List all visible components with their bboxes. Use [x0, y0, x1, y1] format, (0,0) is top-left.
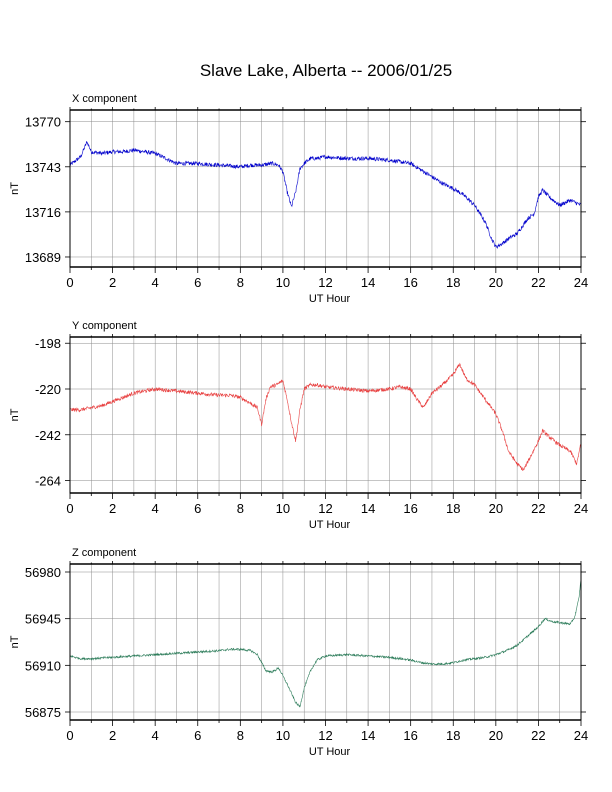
z-component-xtick-label-24: 24 — [574, 728, 588, 743]
y-component-xlabel: UT Hour — [309, 519, 351, 531]
z-component-xtick-label-4: 4 — [152, 728, 159, 743]
z-component-xlabel: UT Hour — [309, 746, 351, 758]
y-component-xtick-label-16: 16 — [403, 501, 417, 516]
y-component-ytick-label--264: -264 — [35, 474, 61, 489]
y-component-xtick-label-4: 4 — [152, 501, 159, 516]
z-component-ytick-label-56945: 56945 — [25, 612, 61, 627]
y-component-xtick-label-24: 24 — [574, 501, 588, 516]
x-component-ylabel: nT — [9, 182, 21, 195]
x-component-ytick-label-13743: 13743 — [25, 160, 61, 175]
y-component-label: Y component — [72, 320, 137, 332]
z-component-xtick-label-8: 8 — [237, 728, 244, 743]
y-component-ytick-label--242: -242 — [35, 428, 61, 443]
y-component-xtick-label-12: 12 — [318, 501, 332, 516]
y-component-xtick-label-10: 10 — [276, 501, 290, 516]
y-component-xtick-label-8: 8 — [237, 501, 244, 516]
x-component-xtick-label-20: 20 — [489, 275, 503, 290]
z-component-xtick-label-6: 6 — [194, 728, 201, 743]
x-component-xtick-label-10: 10 — [276, 275, 290, 290]
x-component-xtick-label-22: 22 — [531, 275, 545, 290]
y-component-xtick-label-0: 0 — [66, 501, 73, 516]
y-component-xtick-label-6: 6 — [194, 501, 201, 516]
y-component-ylabel: nT — [9, 408, 21, 421]
y-component-series-line — [69, 362, 582, 471]
z-component-xtick-label-22: 22 — [531, 728, 545, 743]
y-component-xtick-label-18: 18 — [446, 501, 460, 516]
z-component-ylabel: nT — [9, 635, 21, 648]
x-component-xtick-label-24: 24 — [574, 275, 588, 290]
x-component-xtick-label-0: 0 — [66, 275, 73, 290]
y-component-ytick-label--198: -198 — [35, 336, 61, 351]
x-component-xtick-label-6: 6 — [194, 275, 201, 290]
z-component-xtick-label-0: 0 — [66, 728, 73, 743]
x-component-xtick-label-2: 2 — [109, 275, 116, 290]
y-component-xtick-label-2: 2 — [109, 501, 116, 516]
x-component-series-line — [69, 140, 582, 250]
figure-title: Slave Lake, Alberta -- 2006/01/25 — [200, 61, 452, 80]
y-component-xtick-label-22: 22 — [531, 501, 545, 516]
z-component-xtick-label-18: 18 — [446, 728, 460, 743]
z-component-xtick-label-10: 10 — [276, 728, 290, 743]
z-component-xtick-label-20: 20 — [489, 728, 503, 743]
x-component-xtick-label-14: 14 — [361, 275, 375, 290]
y-component-xtick-label-14: 14 — [361, 501, 375, 516]
x-component-ytick-label-13689: 13689 — [25, 250, 61, 265]
x-component-ytick-label-13770: 13770 — [25, 115, 61, 130]
z-component-ytick-label-56910: 56910 — [25, 658, 61, 673]
z-component-xtick-label-2: 2 — [109, 728, 116, 743]
x-component-xtick-label-12: 12 — [318, 275, 332, 290]
x-component-xtick-label-16: 16 — [403, 275, 417, 290]
z-component-xtick-label-16: 16 — [403, 728, 417, 743]
x-component-xlabel: UT Hour — [309, 293, 351, 305]
x-component-label: X component — [72, 93, 137, 105]
x-component-xtick-label-4: 4 — [152, 275, 159, 290]
z-component-label: Z component — [72, 547, 136, 559]
x-component-xtick-label-8: 8 — [237, 275, 244, 290]
z-component-xtick-label-12: 12 — [318, 728, 332, 743]
x-component-ytick-label-13716: 13716 — [25, 205, 61, 220]
z-component-series-line — [69, 579, 582, 708]
x-component-xtick-label-18: 18 — [446, 275, 460, 290]
z-component-xtick-label-14: 14 — [361, 728, 375, 743]
z-component-ytick-label-56875: 56875 — [25, 705, 61, 720]
y-component-ytick-label--220: -220 — [35, 382, 61, 397]
y-component-xtick-label-20: 20 — [489, 501, 503, 516]
z-component-ytick-label-56980: 56980 — [25, 565, 61, 580]
